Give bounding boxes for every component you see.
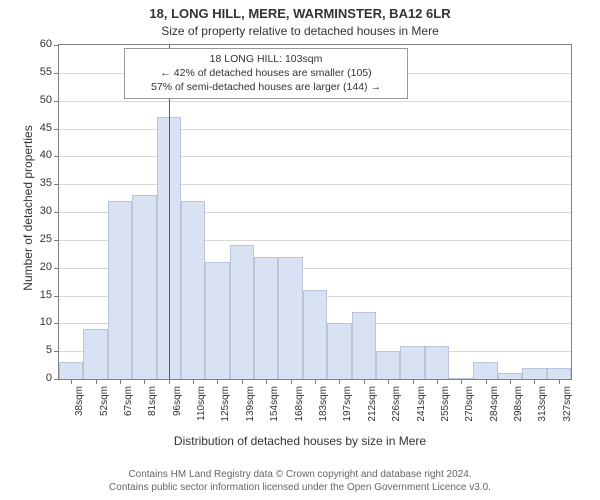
y-tick: [54, 184, 58, 185]
histogram-bar: [449, 378, 473, 379]
y-tick: [54, 212, 58, 213]
histogram-bar: [376, 351, 400, 379]
y-tick-label: 45: [28, 122, 52, 134]
histogram-bar: [400, 346, 424, 379]
gridline: [59, 184, 571, 185]
histogram-bar: [83, 329, 107, 379]
chart-subtitle: Size of property relative to detached ho…: [0, 24, 600, 38]
x-tick-label: 327sqm: [562, 386, 573, 422]
y-tick: [54, 323, 58, 324]
histogram-bar: [181, 201, 205, 379]
y-tick-label: 60: [28, 38, 52, 50]
histogram-bar: [547, 368, 571, 379]
x-tick: [339, 380, 340, 384]
x-tick-label: 139sqm: [245, 386, 256, 422]
y-tick-label: 5: [28, 344, 52, 356]
x-tick-label: 226sqm: [391, 386, 402, 422]
gridline: [59, 156, 571, 157]
y-tick-label: 40: [28, 149, 52, 161]
y-tick: [54, 351, 58, 352]
histogram-bar: [205, 262, 229, 379]
histogram-bar: [132, 195, 156, 379]
y-tick: [54, 101, 58, 102]
attribution: Contains HM Land Registry data © Crown c…: [0, 468, 600, 494]
chart-container: 18, LONG HILL, MERE, WARMINSTER, BA12 6L…: [0, 0, 600, 500]
chart-title: 18, LONG HILL, MERE, WARMINSTER, BA12 6L…: [0, 6, 600, 21]
x-tick-label: 125sqm: [220, 386, 231, 422]
y-tick-label: 15: [28, 289, 52, 301]
y-tick: [54, 379, 58, 380]
x-tick-label: 96sqm: [172, 386, 183, 416]
histogram-bar: [230, 245, 254, 379]
x-tick-label: 241sqm: [416, 386, 427, 422]
x-tick-label: 270sqm: [464, 386, 475, 422]
gridline: [59, 129, 571, 130]
x-tick: [315, 380, 316, 384]
histogram-bar: [352, 312, 376, 379]
gridline: [59, 101, 571, 102]
y-tick: [54, 296, 58, 297]
histogram-bar: [278, 257, 302, 379]
annotation-box: 18 LONG HILL: 103sqm← 42% of detached ho…: [124, 48, 408, 99]
histogram-bar: [498, 373, 522, 379]
x-tick: [266, 380, 267, 384]
x-tick: [120, 380, 121, 384]
histogram-bar: [108, 201, 132, 379]
x-tick: [169, 380, 170, 384]
x-tick: [144, 380, 145, 384]
x-tick-label: 298sqm: [513, 386, 524, 422]
x-tick: [242, 380, 243, 384]
x-tick-label: 183sqm: [318, 386, 329, 422]
y-tick-label: 50: [28, 94, 52, 106]
histogram-bar: [303, 290, 327, 379]
y-tick: [54, 73, 58, 74]
y-tick-label: 55: [28, 66, 52, 78]
y-tick: [54, 45, 58, 46]
x-tick-label: 110sqm: [196, 386, 207, 421]
x-tick: [217, 380, 218, 384]
x-tick-label: 212sqm: [367, 386, 378, 422]
x-tick: [510, 380, 511, 384]
y-tick: [54, 156, 58, 157]
x-tick: [534, 380, 535, 384]
x-tick: [388, 380, 389, 384]
x-tick-label: 284sqm: [489, 386, 500, 422]
x-tick-label: 197sqm: [342, 386, 353, 422]
histogram-bar: [59, 362, 83, 379]
x-tick: [413, 380, 414, 384]
histogram-bar: [425, 346, 449, 379]
histogram-bar: [473, 362, 497, 379]
x-tick-label: 313sqm: [537, 386, 548, 422]
y-tick-label: 0: [28, 372, 52, 384]
x-tick: [364, 380, 365, 384]
x-tick-label: 67sqm: [123, 386, 134, 416]
x-tick-label: 81sqm: [147, 386, 158, 416]
x-tick: [461, 380, 462, 384]
histogram-bar: [522, 368, 546, 379]
x-tick: [193, 380, 194, 384]
x-tick: [291, 380, 292, 384]
x-tick-label: 52sqm: [99, 386, 110, 416]
x-tick-label: 255sqm: [440, 386, 451, 422]
x-tick: [96, 380, 97, 384]
y-tick-label: 20: [28, 261, 52, 273]
y-tick-label: 25: [28, 233, 52, 245]
x-tick-label: 168sqm: [294, 386, 305, 422]
x-tick: [437, 380, 438, 384]
x-axis-label: Distribution of detached houses by size …: [0, 434, 600, 448]
x-tick: [486, 380, 487, 384]
y-tick: [54, 129, 58, 130]
x-tick: [559, 380, 560, 384]
y-tick-label: 30: [28, 205, 52, 217]
x-tick-label: 38sqm: [74, 386, 85, 416]
y-tick: [54, 268, 58, 269]
histogram-bar: [254, 257, 278, 379]
x-tick: [71, 380, 72, 384]
y-tick-label: 10: [28, 316, 52, 328]
y-tick-label: 35: [28, 177, 52, 189]
x-tick-label: 154sqm: [269, 386, 280, 422]
histogram-bar: [327, 323, 351, 379]
y-tick: [54, 240, 58, 241]
